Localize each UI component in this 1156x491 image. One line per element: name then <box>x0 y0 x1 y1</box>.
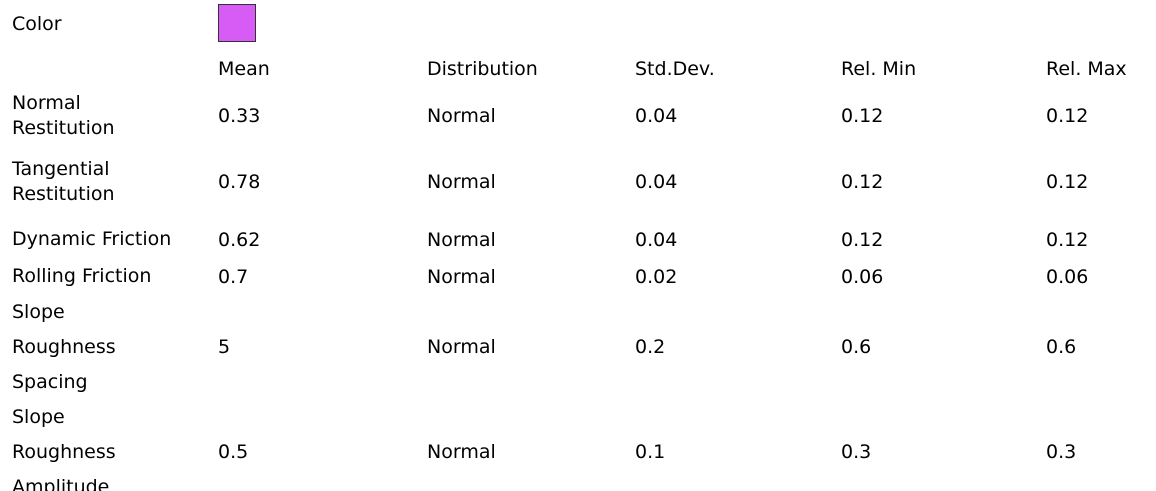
cell-value: 0.06 <box>841 266 884 288</box>
cell-value: 0.12 <box>841 105 884 127</box>
cell-value: 0.62 <box>218 229 261 251</box>
row-label: Tangential Restitution <box>12 157 115 207</box>
cell-value: 0.04 <box>635 229 678 251</box>
row-label-line: Restitution <box>12 117 115 139</box>
cell-value: Normal <box>427 171 496 193</box>
cell-value: 0.78 <box>218 171 261 193</box>
row-label-line: Roughness <box>12 336 116 358</box>
cell-value: 0.12 <box>841 171 884 193</box>
row-label: Slope Roughness Amplitude <box>12 400 116 491</box>
cell-value: 0.12 <box>1046 105 1089 127</box>
color-label: Color <box>12 13 62 35</box>
column-header: Distribution <box>427 58 538 80</box>
row-label: Rolling Friction <box>12 264 151 289</box>
row-label-line: Dynamic Friction <box>12 228 172 250</box>
cell-value: 0.2 <box>635 336 666 358</box>
table-row: Slope Roughness Amplitude 0.5 Normal 0.1 0.3 0.… <box>0 400 1156 491</box>
column-header: Std.Dev. <box>635 58 715 80</box>
cell-value: 0.04 <box>635 171 678 193</box>
cell-value: 0.12 <box>1046 229 1089 251</box>
table-row: Slope Roughness Spacing 5 Normal 0.2 0.6 0.6 <box>0 295 1156 400</box>
cell-value: 0.33 <box>218 105 261 127</box>
cell-value: 0.7 <box>218 266 249 288</box>
cell-value: 0.04 <box>635 105 678 127</box>
row-label-line: Slope <box>12 406 65 428</box>
color-swatch[interactable] <box>218 4 256 42</box>
cell-value: 0.5 <box>218 441 249 463</box>
cell-value: 0.6 <box>841 336 872 358</box>
table-row: Tangential Restitution 0.78 Normal 0.04 0.12 0… <box>0 157 1156 207</box>
cell-value: 0.12 <box>841 229 884 251</box>
table-row: Rolling Friction 0.7 Normal 0.02 0.06 0.06 <box>0 264 1156 290</box>
row-label: Slope Roughness Spacing <box>12 295 116 400</box>
cell-value: 5 <box>218 336 231 358</box>
row-label-line: Amplitude <box>12 476 110 491</box>
row-label-line: Tangential <box>12 158 110 180</box>
cell-value: 0.1 <box>635 441 666 463</box>
cell-value: Normal <box>427 266 496 288</box>
row-label-line: Restitution <box>12 183 115 205</box>
cell-value: Normal <box>427 105 496 127</box>
table-row: Dynamic Friction 0.62 Normal 0.04 0.12 0.12 <box>0 227 1156 253</box>
row-label-line: Normal <box>12 92 81 114</box>
row-label-line: Slope <box>12 301 65 323</box>
table-row: Normal Restitution 0.33 Normal 0.04 0.12 0.12 <box>0 91 1156 141</box>
cell-value: 0.02 <box>635 266 678 288</box>
column-header: Mean <box>218 58 270 80</box>
row-label: Dynamic Friction <box>12 227 171 252</box>
cell-value: 0.3 <box>1046 441 1077 463</box>
cell-value: 0.06 <box>1046 266 1089 288</box>
column-header: Rel. Max <box>1046 58 1127 80</box>
column-header: Rel. Min <box>841 58 917 80</box>
row-label-line: Rolling Friction <box>12 265 152 287</box>
cell-value: Normal <box>427 336 496 358</box>
cell-value: Normal <box>427 229 496 251</box>
row-label: Normal Restitution <box>12 91 115 141</box>
cell-value: 0.12 <box>1046 171 1089 193</box>
cell-value: Normal <box>427 441 496 463</box>
row-label-line: Spacing <box>12 371 88 393</box>
cell-value: 0.6 <box>1046 336 1077 358</box>
row-label-line: Roughness <box>12 441 116 463</box>
cell-value: 0.3 <box>841 441 872 463</box>
